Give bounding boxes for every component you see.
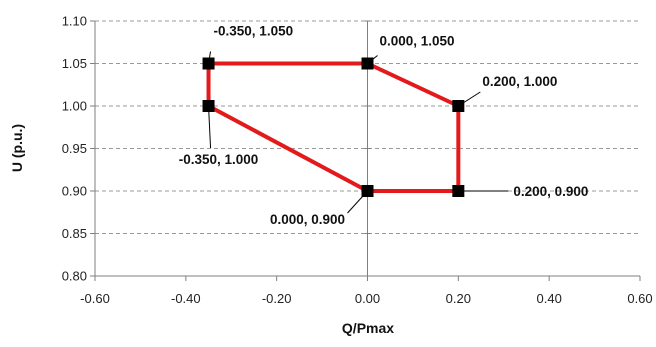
- data-point-label: 0.000, 1.050: [380, 34, 455, 49]
- y-tick-label: 0.90: [62, 184, 87, 199]
- label-leader-line: [208, 51, 212, 64]
- data-point-label: 0.200, 1.000: [482, 74, 557, 89]
- y-tick-label: 1.00: [62, 99, 87, 114]
- data-series: [202, 57, 465, 197]
- data-point-label: -0.350, 1.050: [214, 24, 294, 39]
- label-leader-line: [347, 190, 368, 214]
- y-tick-label: 1.05: [62, 56, 87, 71]
- data-point-label: 0.000, 0.900: [270, 212, 345, 227]
- data-point-label: -0.350, 1.000: [179, 152, 259, 167]
- y-tick-label: 0.95: [62, 141, 87, 156]
- x-tick-label: 0.00: [355, 291, 380, 306]
- y-axis-title: U (p.u.): [9, 124, 25, 172]
- x-tick-label: -0.60: [80, 291, 110, 306]
- x-tick-label: -0.20: [262, 291, 292, 306]
- tick-labels: 0.80 0.85 0.90 0.95 1.00 1.05 1.10 -0.60 -0.40 -0…: [62, 14, 653, 307]
- y-tick-label: 1.10: [62, 14, 87, 29]
- x-axis-title: Q/Pmax: [342, 320, 394, 336]
- x-tick-label: -0.40: [171, 291, 201, 306]
- y-tick-label: 0.80: [62, 269, 87, 284]
- label-leader-line: [458, 91, 481, 107]
- x-tick-label: 0.60: [627, 291, 652, 306]
- x-tick-label: 0.40: [537, 291, 562, 306]
- data-labels: -0.350, 1.050 0.000, 1.050 0.200, 1.000 0.2…: [179, 24, 589, 228]
- x-tick-label: 0.20: [446, 291, 471, 306]
- series-line: [206, 61, 461, 193]
- label-leader-line: [208, 105, 212, 149]
- data-point-label: 0.200, 0.900: [513, 184, 588, 199]
- label-leader-line: [367, 55, 378, 64]
- y-tick-label: 0.85: [62, 226, 87, 241]
